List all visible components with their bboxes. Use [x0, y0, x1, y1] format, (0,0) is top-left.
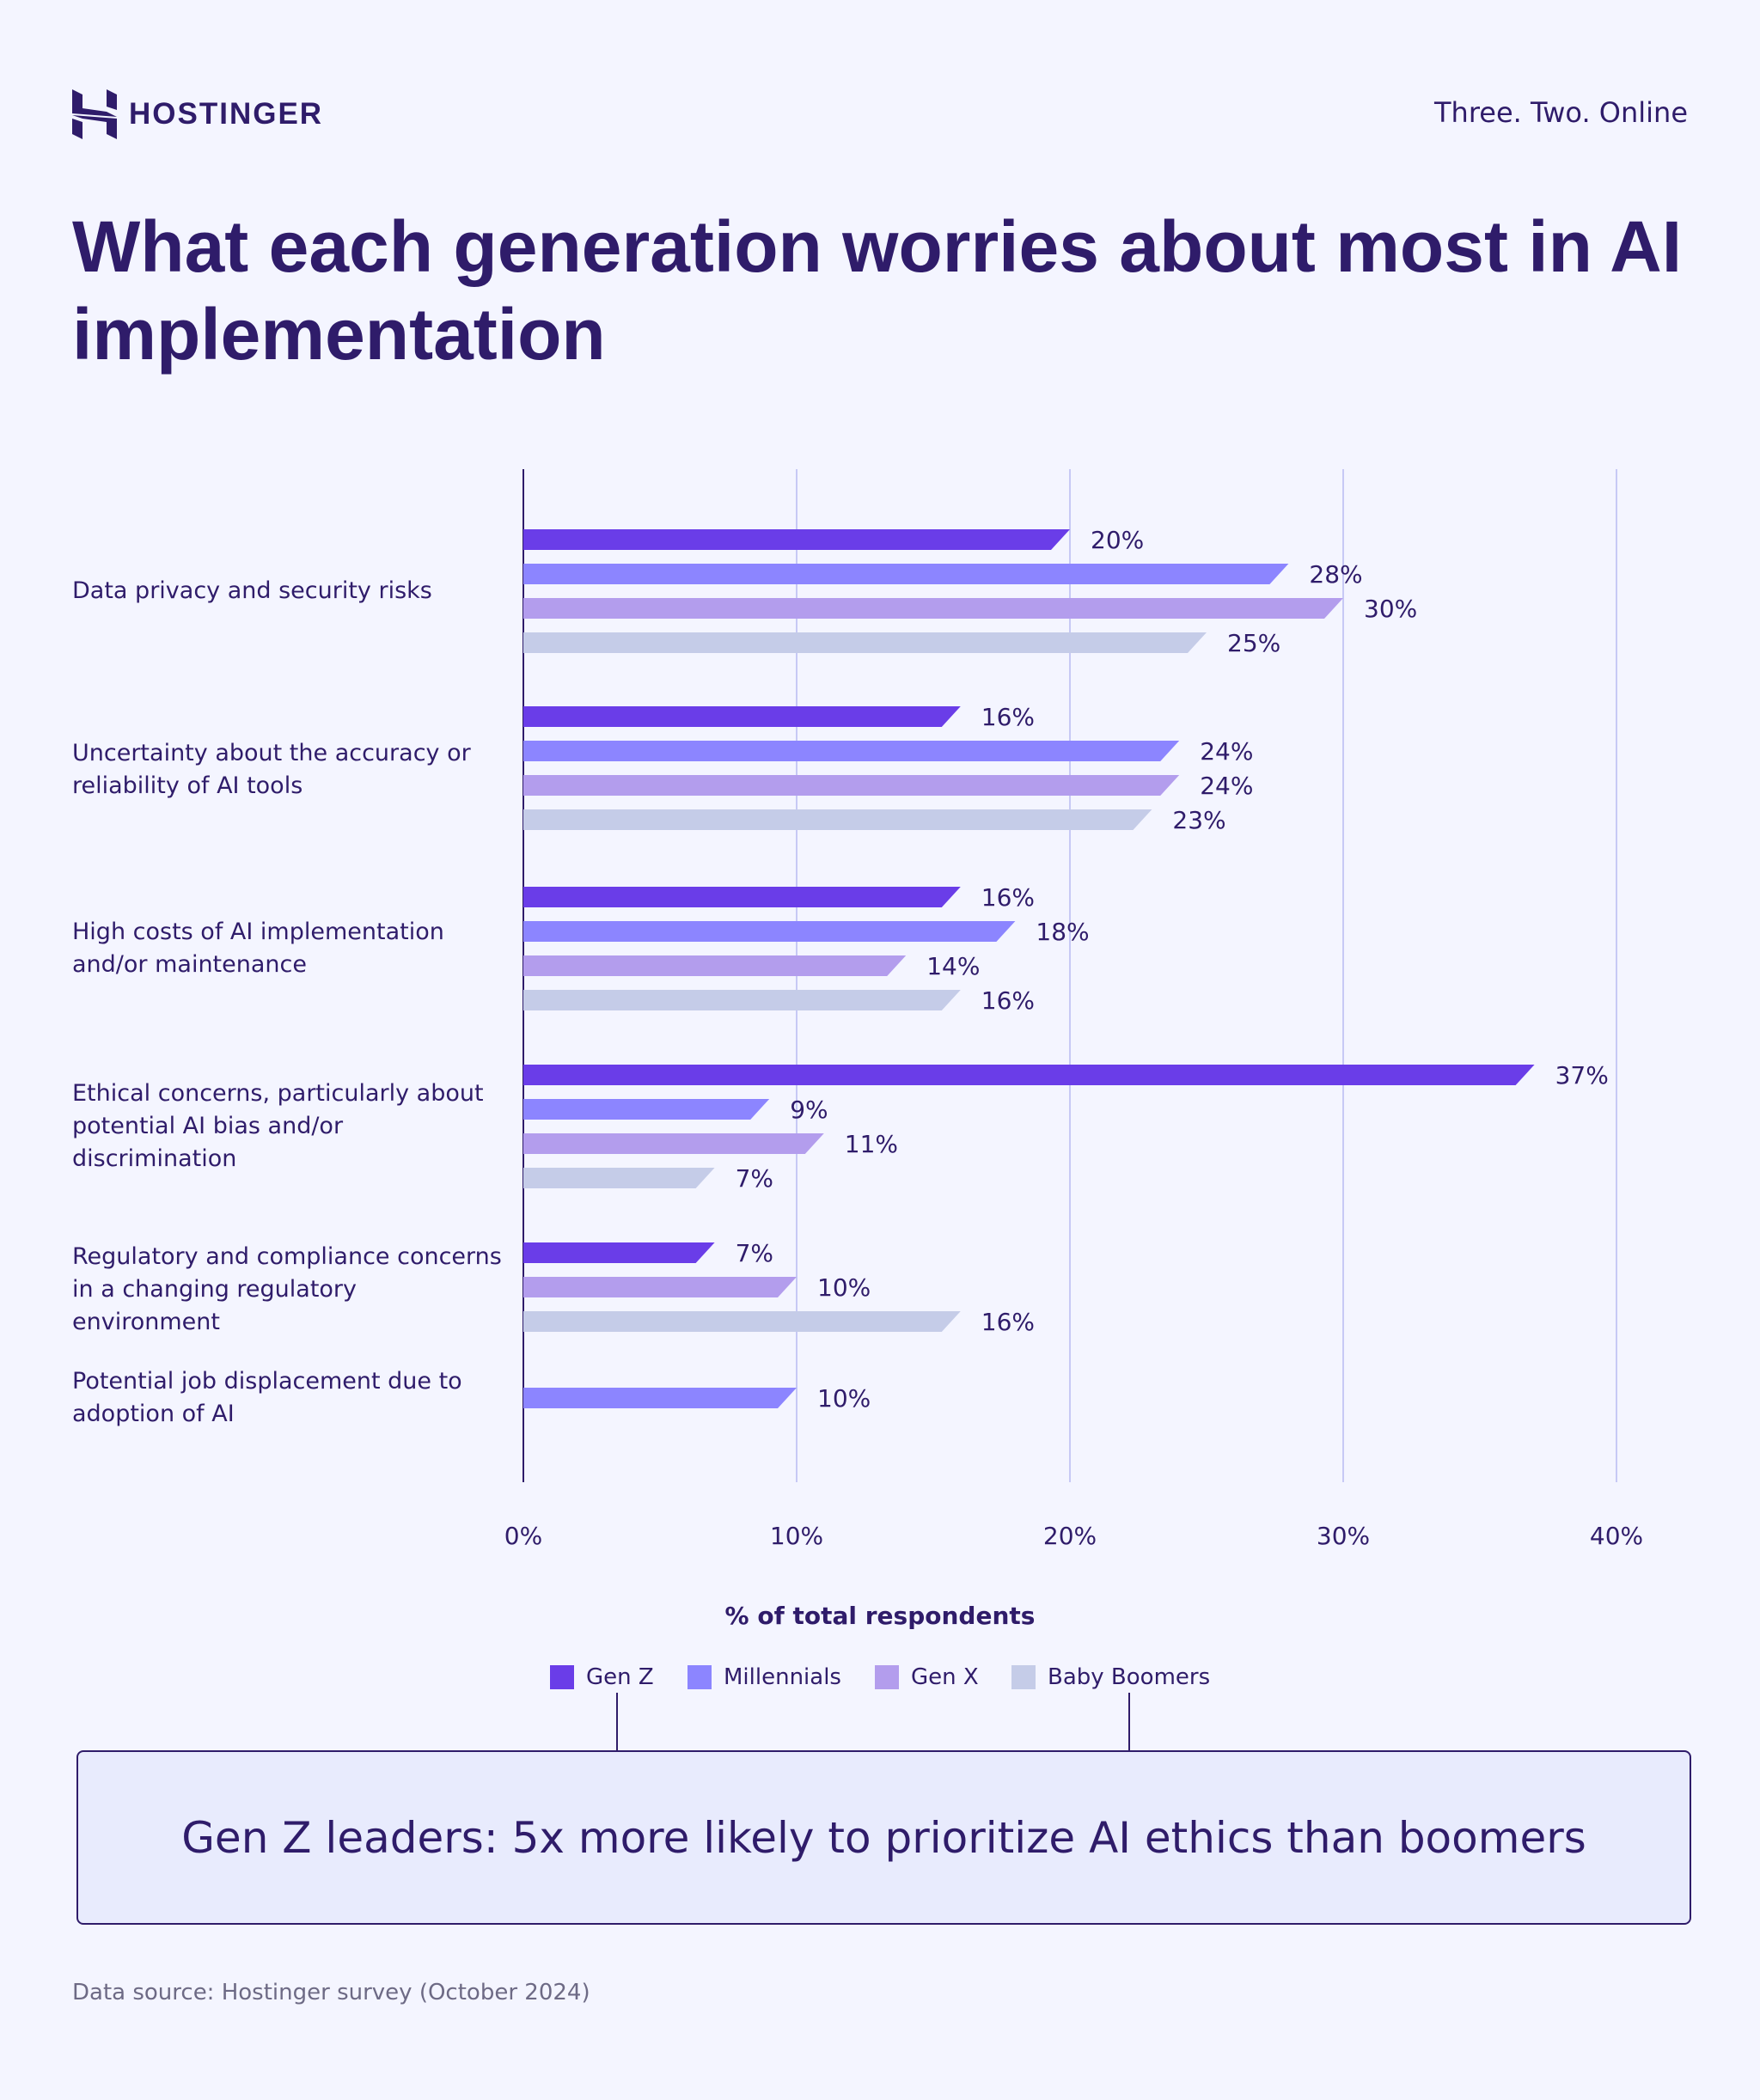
- bar: [523, 1277, 797, 1297]
- category-label: Regulatory and compliance concerns in a …: [72, 1243, 502, 1335]
- bar-value-label: 28%: [1309, 560, 1362, 589]
- bar-value-label: 20%: [1091, 526, 1144, 554]
- bar-value-label: 10%: [817, 1273, 871, 1302]
- x-tick-label: 20%: [1043, 1522, 1097, 1550]
- x-tick-label: 0%: [504, 1522, 542, 1550]
- bar: [523, 1065, 1535, 1085]
- bar: [523, 1311, 961, 1332]
- page-title: What each generation worries about most …: [72, 206, 1683, 375]
- bar: [523, 1242, 715, 1263]
- legend-item-baby-boomers: Baby Boomers: [1011, 1664, 1210, 1690]
- legend-label: Gen Z: [586, 1664, 654, 1690]
- category-label: Ethical concerns, particularly about pot…: [72, 1080, 484, 1172]
- bar-value-label: 16%: [981, 883, 1035, 912]
- legend-item-gen-z: Gen Z: [550, 1664, 688, 1690]
- bar: [523, 955, 907, 976]
- category-label: High costs of AI implementation and/or m…: [72, 919, 444, 978]
- category-label: Uncertainty about the accuracy or reliab…: [72, 740, 471, 799]
- brand-name: HOSTINGER: [129, 97, 324, 131]
- bar-value-label: 16%: [981, 703, 1035, 731]
- bar-value-label: 16%: [981, 986, 1035, 1015]
- bar-value-label: 24%: [1200, 772, 1253, 800]
- bar: [523, 809, 1152, 830]
- legend-swatch: [1011, 1665, 1036, 1689]
- bar: [523, 741, 1180, 761]
- bar: [523, 1388, 797, 1408]
- bar: [523, 990, 961, 1010]
- legend: Gen Z Millennials Gen X Baby Boomers: [550, 1664, 1210, 1690]
- bar-value-label: 25%: [1227, 629, 1280, 657]
- legend-swatch: [550, 1665, 574, 1689]
- bar: [523, 529, 1070, 550]
- bar-value-label: 37%: [1555, 1061, 1609, 1090]
- bar: [523, 598, 1343, 619]
- bar: [523, 1133, 824, 1154]
- x-tick-label: 10%: [770, 1522, 823, 1550]
- bar-value-label: 16%: [981, 1308, 1035, 1336]
- bar: [523, 921, 1016, 942]
- bar-value-label: 11%: [845, 1130, 898, 1158]
- tagline: Three. Two. Online: [1434, 96, 1688, 129]
- bar-value-label: 18%: [1036, 918, 1089, 946]
- legend-swatch: [688, 1665, 712, 1689]
- category-label: Data privacy and security risks: [72, 577, 432, 604]
- x-tick-label: 40%: [1590, 1522, 1643, 1550]
- x-axis-title: % of total respondents: [724, 1602, 1036, 1630]
- legend-item-millennials: Millennials: [688, 1664, 875, 1690]
- bar-value-label: 14%: [926, 952, 980, 980]
- bar-value-label: 9%: [790, 1096, 828, 1124]
- category-label: Potential job displacement due to adopti…: [72, 1368, 462, 1427]
- bar: [523, 706, 961, 727]
- bar-value-label: 7%: [736, 1239, 773, 1267]
- legend-label: Gen X: [911, 1664, 979, 1690]
- bar-value-label: 23%: [1172, 806, 1225, 834]
- bar-value-label: 24%: [1200, 737, 1253, 766]
- bar: [523, 1099, 770, 1120]
- hostinger-logo: HOSTINGER: [72, 89, 323, 139]
- legend-item-gen-x: Gen X: [875, 1664, 1011, 1690]
- bar-value-label: 30%: [1364, 595, 1417, 623]
- bar: [523, 775, 1180, 796]
- hostinger-h-icon: [72, 89, 117, 139]
- bar: [523, 632, 1207, 653]
- bar-value-label: 10%: [817, 1384, 871, 1413]
- data-source: Data source: Hostinger survey (October 2…: [72, 1980, 590, 2005]
- connector-line: [616, 1693, 618, 1751]
- connector-line: [1128, 1693, 1130, 1751]
- bar: [523, 887, 961, 907]
- legend-swatch: [875, 1665, 899, 1689]
- bar: [523, 564, 1289, 584]
- callout-box: Gen Z leaders: 5x more likely to priorit…: [76, 1750, 1691, 1925]
- legend-label: Millennials: [724, 1664, 841, 1690]
- bar: [523, 1168, 715, 1188]
- legend-label: Baby Boomers: [1048, 1664, 1211, 1690]
- x-tick-label: 30%: [1317, 1522, 1370, 1550]
- bar-value-label: 7%: [736, 1164, 773, 1193]
